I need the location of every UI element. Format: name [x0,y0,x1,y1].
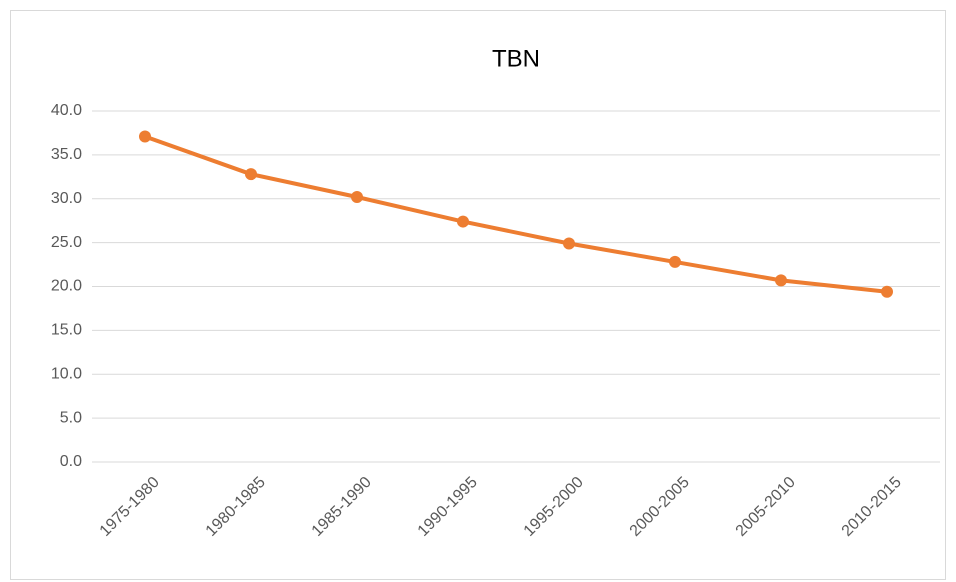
point [563,237,575,250]
point [245,168,257,181]
y-tick-label: 10.0 [51,365,82,382]
line [144,134,888,294]
point [881,285,893,298]
y-tick-label: 35.0 [51,146,82,163]
y-tick-label: 20.0 [51,278,82,295]
y-tick-label: 0.0 [60,453,82,470]
y-tick-label: 25.0 [51,234,82,251]
point [669,255,681,268]
y-tick-label: 40.0 [51,102,82,119]
point [351,190,363,203]
point [457,215,469,228]
chart-title: TBN [492,45,540,72]
point [775,274,787,287]
y-tick-label: 5.0 [60,409,82,426]
y-tick-label: 15.0 [51,322,82,339]
point [139,130,151,143]
y-tick-label: 30.0 [51,190,82,207]
chart-border [10,10,946,580]
